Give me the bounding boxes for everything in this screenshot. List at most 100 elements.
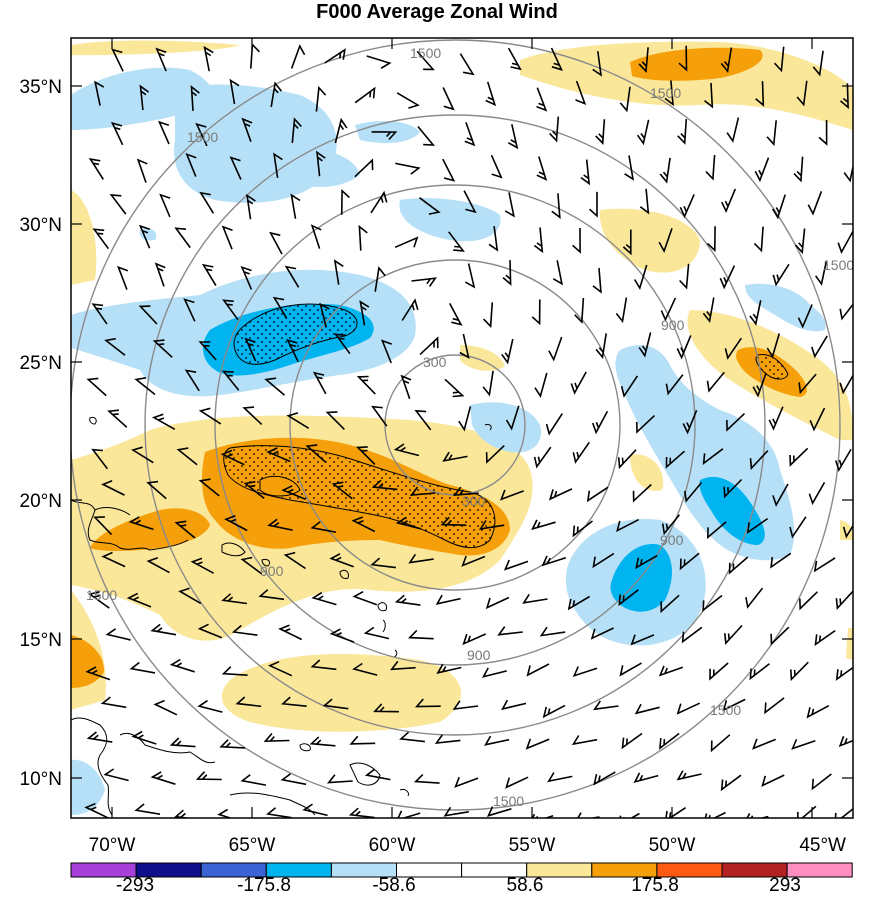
wind-barb (155, 47, 167, 72)
latitude-labels: 35°N 30°N 25°N 20°N 15°N 10°N (20, 77, 62, 790)
axis-ticks (71, 38, 853, 818)
wind-barb (241, 117, 253, 142)
wind-barb (813, 557, 836, 573)
wind-barb (504, 192, 515, 218)
wind-barb (503, 559, 529, 571)
wind-barb (221, 225, 233, 250)
wind-barb (590, 627, 614, 640)
wind-barb (174, 227, 191, 249)
wind-barb (354, 86, 376, 104)
ring-label: 300 (462, 493, 486, 509)
wind-barb (326, 774, 353, 784)
wind-barb (224, 514, 248, 532)
wind-barb (660, 297, 677, 322)
wind-barb (363, 626, 390, 640)
wind-barb (267, 518, 293, 531)
wind-barb (310, 659, 337, 671)
wind-barb (270, 81, 283, 108)
wind-barb (705, 154, 716, 181)
ring-label: 900 (467, 647, 491, 663)
wind-barb (286, 338, 299, 363)
wind-barb (93, 516, 113, 536)
wind-barb (754, 157, 770, 183)
wind-barb (117, 265, 129, 290)
wind-barb (169, 737, 196, 748)
wind-barb (374, 266, 386, 292)
wind-barb (371, 405, 388, 427)
lon-label: 65°W (229, 835, 276, 856)
wind-barb (409, 486, 436, 496)
ring-label: 900 (260, 563, 284, 579)
wind-barb (618, 589, 639, 607)
wind-barb (281, 696, 307, 707)
wind-barb (169, 658, 195, 673)
wind-barb (481, 667, 507, 678)
wind-barb (333, 333, 351, 355)
wind-barb (324, 48, 346, 64)
wind-barb (88, 158, 104, 180)
wind-barb (240, 265, 253, 290)
wind-barb (138, 305, 158, 325)
ring-label: 1500 (823, 257, 854, 273)
wind-barb (706, 371, 725, 393)
wind-barb (86, 377, 107, 397)
wind-barb (768, 406, 784, 431)
wind-barb (440, 516, 467, 526)
wind-barb (839, 374, 853, 395)
wind-barb (634, 703, 660, 715)
wind-barb (702, 297, 715, 323)
wind-barb (198, 407, 222, 425)
wind-barb (814, 260, 828, 286)
wind-barb (159, 193, 171, 218)
wind-barb (726, 117, 740, 143)
wind-barb (87, 591, 110, 609)
range-ring-600 (289, 259, 621, 591)
wind-barb (745, 587, 764, 609)
wind-barb (146, 480, 167, 500)
wind-barb (588, 191, 598, 218)
lat-label: 35°N (20, 77, 62, 98)
wind-barb (676, 770, 702, 781)
wind-barb (393, 443, 420, 457)
wind-barb (436, 663, 462, 674)
wind-barb (85, 666, 111, 681)
wind-barb (354, 158, 374, 178)
wind-barb (266, 807, 292, 818)
wind-barb (217, 808, 233, 818)
lon-label: 50°W (649, 835, 696, 856)
wind-barb (333, 259, 344, 285)
wind-barb (659, 157, 671, 184)
wind-barb (812, 50, 824, 77)
wind-barb (280, 773, 307, 786)
wind-barb (395, 516, 422, 530)
wind-barb (709, 662, 729, 681)
wind-barb (380, 339, 392, 364)
wind-barb (592, 552, 615, 569)
wind-barb (720, 774, 742, 792)
wind-barb (174, 520, 196, 539)
wind-barb (499, 489, 524, 501)
wind-barb (724, 337, 742, 360)
wind-barb (397, 810, 421, 818)
wind-barb (283, 551, 306, 570)
wind-barb (240, 556, 263, 575)
wind-barb (443, 806, 469, 817)
wind-barb (150, 623, 177, 636)
wind-barb (485, 445, 505, 464)
wind-barb (639, 188, 650, 215)
wind-barb (178, 587, 202, 605)
wind-barb (452, 486, 479, 497)
wind-barb (505, 776, 529, 789)
wind-barb (199, 191, 215, 214)
wind-barb (231, 624, 258, 636)
wind-barb (416, 50, 435, 71)
wind-barb (658, 665, 684, 677)
wind-barb (702, 594, 723, 613)
wind-barb (291, 117, 302, 144)
colorbar-label: -293 (116, 875, 154, 896)
wind-barb (264, 377, 286, 396)
wind-barb (351, 516, 376, 533)
wind-barb (551, 193, 561, 220)
wind-barb (549, 116, 560, 143)
wind-barb (154, 262, 166, 287)
